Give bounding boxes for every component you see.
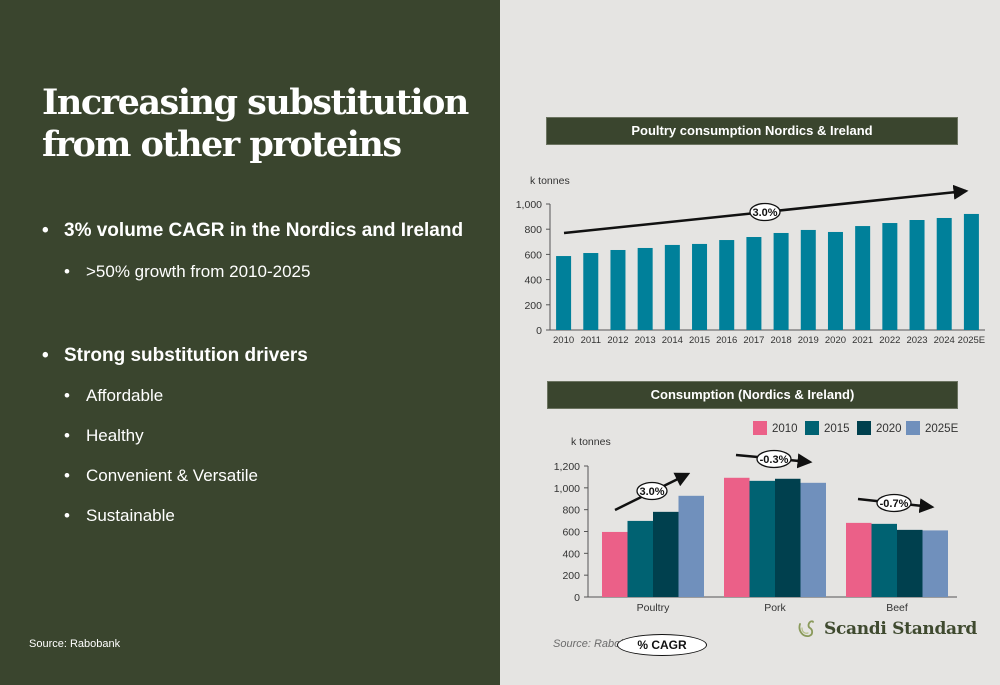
bird-swirl-icon	[798, 620, 814, 637]
sub-bullet-item: • Sustainable	[64, 506, 175, 526]
cagr-key-badge: % CAGR	[617, 634, 707, 656]
bullet-text: >50% growth from 2010-2025	[86, 262, 311, 281]
bullet-text: Affordable	[86, 386, 164, 405]
bullet-dot: •	[64, 386, 70, 405]
sub-bullet-item: • Healthy	[64, 426, 144, 446]
left-panel: Increasing substitution from other prote…	[0, 0, 500, 685]
title-line-1: Increasing substitution	[42, 82, 469, 123]
bullet-dot: •	[42, 345, 49, 366]
company-logo: Scandi Standard	[796, 618, 977, 640]
sub-bullet-item: • Affordable	[64, 386, 163, 406]
slide-title: Increasing substitution from other prote…	[42, 82, 482, 166]
logo-text: Scandi Standard	[824, 619, 978, 639]
bullet-text: Healthy	[86, 426, 144, 445]
bullet-text: Convenient & Versatile	[86, 466, 258, 485]
bullet-dot: •	[42, 220, 49, 241]
bullet-text: 3% volume CAGR in the Nordics and Irelan…	[64, 220, 464, 241]
bullet-text: Sustainable	[86, 506, 175, 525]
right-panel	[500, 0, 1000, 685]
bullet-dot: •	[64, 506, 70, 525]
source-note: Source: Rabobank	[29, 638, 121, 650]
sub-bullet-item: • >50% growth from 2010-2025	[64, 262, 310, 282]
bullet-dot: •	[64, 426, 70, 445]
bullet-text: Strong substitution drivers	[64, 345, 308, 366]
title-line-2: from other proteins	[42, 124, 402, 165]
chart1-title: Poultry consumption Nordics & Ireland	[546, 117, 958, 145]
bullet-dot: •	[64, 466, 70, 485]
bullet-dot: •	[64, 262, 70, 281]
chart2-title: Consumption (Nordics & Ireland)	[547, 381, 958, 409]
bullet-item: • 3% volume CAGR in the Nordics and Irela…	[42, 220, 463, 242]
bullet-item: • Strong substitution drivers	[42, 345, 308, 367]
sub-bullet-item: • Convenient & Versatile	[64, 466, 258, 486]
